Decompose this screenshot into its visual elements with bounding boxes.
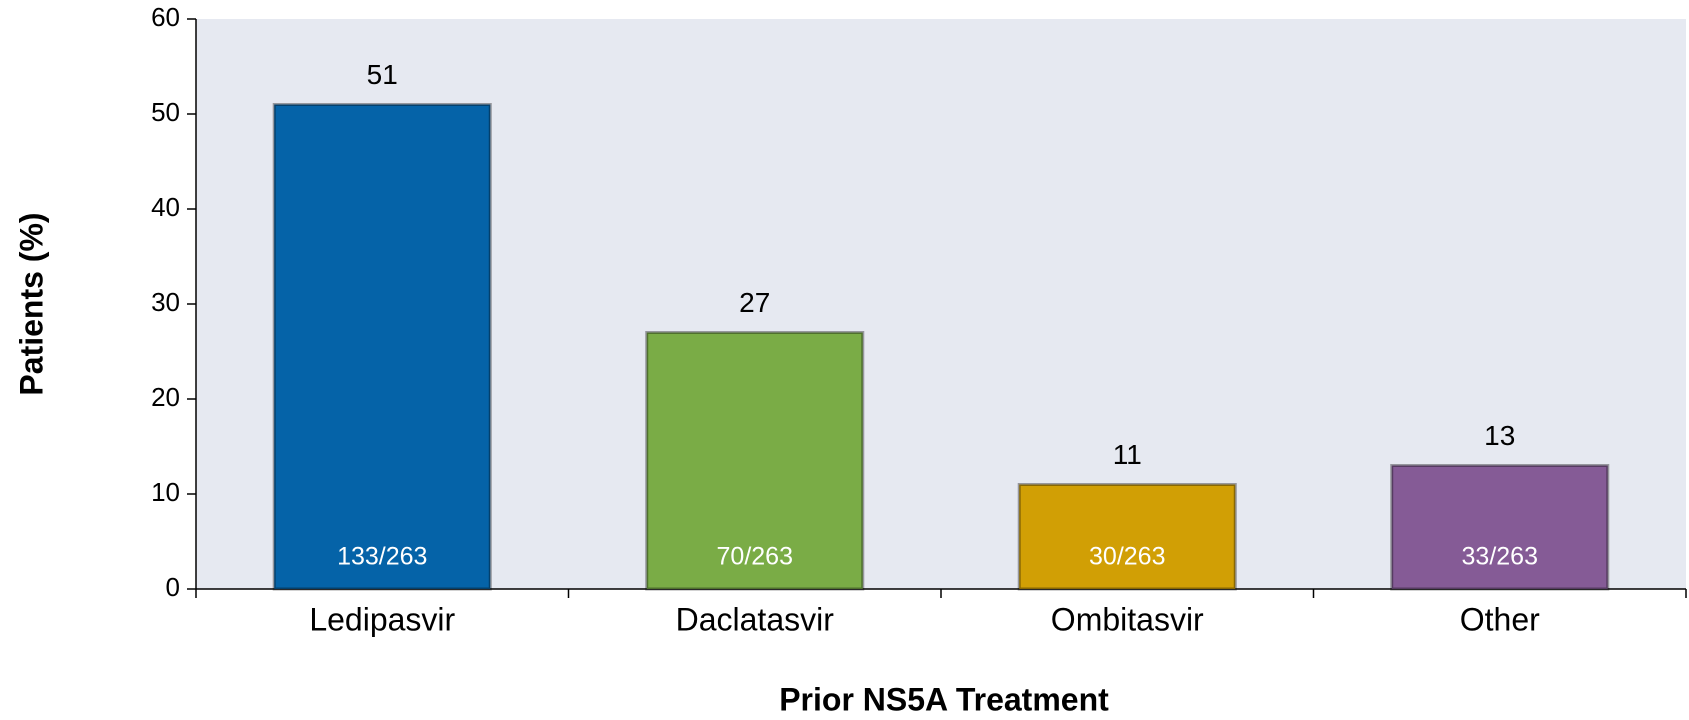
y-tick-label: 50	[151, 97, 180, 127]
y-axis-title: Patients (%)	[13, 212, 49, 395]
bar	[1017, 483, 1237, 591]
bar-label: 33/263	[1462, 543, 1538, 571]
x-tick-label: Daclatasvir	[676, 601, 835, 637]
y-tick-label: 20	[151, 382, 180, 412]
x-tick-label: Ombitasvir	[1051, 601, 1204, 637]
x-tick-label: Ledipasvir	[309, 601, 455, 637]
y-tick-label: 30	[151, 287, 180, 317]
bar-label: 30/263	[1089, 543, 1165, 571]
bar	[1390, 464, 1610, 591]
y-tick-label: 60	[151, 2, 180, 32]
value-label: 51	[367, 59, 398, 90]
value-label: 27	[739, 287, 770, 318]
value-label: 13	[1484, 420, 1515, 451]
bar	[272, 103, 492, 591]
y-tick-label: 10	[151, 477, 180, 507]
value-label: 11	[1113, 439, 1142, 470]
bar	[645, 331, 865, 591]
y-tick-label: 40	[151, 192, 180, 222]
y-tick-label: 0	[166, 572, 180, 602]
x-tick-label: Other	[1460, 601, 1540, 637]
bar-label: 70/263	[717, 543, 793, 571]
x-axis-title: Prior NS5A Treatment	[779, 681, 1109, 717]
bar-label: 133/263	[337, 543, 427, 571]
